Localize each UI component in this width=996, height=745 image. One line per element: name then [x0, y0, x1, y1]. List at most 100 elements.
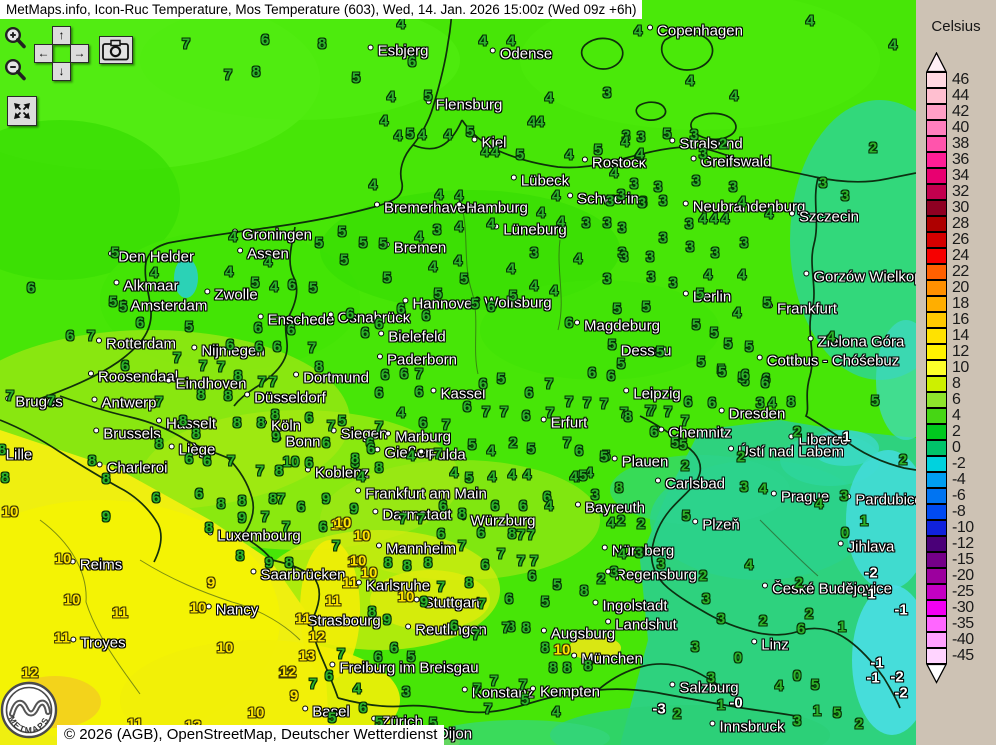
temp-value: 9: [264, 554, 274, 572]
temp-value: 8: [786, 393, 796, 411]
temp-value: -2: [894, 684, 908, 702]
temp-value: 5: [337, 223, 347, 241]
city-label: Innsbruck: [709, 720, 784, 735]
temp-value: 5: [832, 704, 842, 722]
temp-value: 6: [486, 298, 496, 316]
temp-value: -1: [866, 669, 880, 687]
temp-value: 10: [397, 588, 415, 606]
arrow-right-icon: →: [73, 46, 86, 60]
legend-swatch: [926, 632, 947, 648]
legend-row: 38: [926, 135, 974, 152]
temp-value: 4: [406, 447, 416, 465]
pan-left-button[interactable]: ←: [34, 44, 53, 63]
screenshot-button[interactable]: [99, 36, 133, 64]
city-label: Bremerhaven: [374, 201, 474, 216]
temp-value: 4: [263, 253, 273, 271]
temp-value: 7: [477, 595, 487, 613]
temp-value: 8: [457, 505, 467, 523]
temp-value: 7: [307, 339, 317, 357]
temp-value: 3: [617, 219, 627, 237]
city-label: Charleroi: [97, 461, 168, 476]
legend-label: 4: [952, 407, 961, 424]
temp-value: 6: [683, 393, 693, 411]
city-label: Karlsruhe: [356, 579, 430, 594]
temp-value: 8: [374, 459, 384, 477]
temp-value: 6: [304, 454, 314, 472]
temp-value: 3: [653, 178, 663, 196]
city-label: Dresden: [719, 407, 786, 422]
temp-value: 5: [810, 676, 820, 694]
temp-value: 5: [110, 244, 120, 262]
temp-value: 3: [689, 126, 699, 144]
temp-value: 6: [524, 384, 534, 402]
temp-value: 10: [216, 639, 234, 657]
legend-swatch: [926, 88, 947, 104]
temp-value: 4: [617, 545, 627, 563]
legend-label: 46: [952, 71, 969, 88]
temp-value: 6: [707, 394, 717, 412]
temp-value: 6: [542, 488, 552, 506]
temp-value: 8: [256, 414, 266, 432]
magnifier-minus-icon: [4, 58, 26, 81]
legend-row: -12: [926, 535, 974, 552]
legend-swatch: [926, 648, 947, 664]
zoom-out-button[interactable]: [4, 58, 28, 84]
temp-value: 4: [744, 556, 754, 574]
temp-value: 5: [433, 285, 443, 303]
temp-value: 8: [506, 618, 516, 636]
temp-value: 12: [278, 664, 296, 682]
temp-value: 6: [304, 409, 314, 427]
temp-value: 3: [684, 215, 694, 233]
legend-swatch: [926, 392, 947, 408]
temp-value: 5: [464, 469, 474, 487]
legend-row: 0: [926, 439, 974, 456]
temp-value: 3: [634, 544, 644, 562]
city-label: Köln: [261, 419, 301, 434]
temp-value: 7: [545, 404, 555, 422]
temp-value: 6: [480, 556, 490, 574]
temp-value: 7: [268, 373, 278, 391]
temp-value: 6: [396, 300, 406, 318]
temp-value: 5: [382, 269, 392, 287]
temp-value: 9: [321, 490, 331, 508]
temp-value: 7: [647, 402, 657, 420]
temp-value: 5: [459, 270, 469, 288]
legend-label: 44: [952, 87, 969, 104]
temp-value: 4: [609, 164, 619, 182]
zoom-in-button[interactable]: [4, 26, 28, 52]
temp-value: 7: [336, 645, 346, 663]
temp-value: 11: [325, 592, 341, 610]
temp-value: 6: [421, 307, 431, 325]
pan-right-button[interactable]: →: [70, 44, 89, 63]
city-label: Zwolle: [204, 288, 257, 303]
temp-value: 5: [118, 298, 128, 316]
temp-value: 4: [522, 466, 532, 484]
pan-down-button[interactable]: ↓: [52, 62, 71, 81]
pan-up-button[interactable]: ↑: [52, 26, 71, 45]
temp-value: 5: [695, 285, 705, 303]
temp-value: 4: [224, 263, 234, 281]
temp-value: 3: [638, 193, 648, 211]
temp-value: 3: [839, 487, 849, 505]
temp-value: 3: [685, 238, 695, 256]
temp-value: 6: [574, 442, 584, 460]
city-label: Plauen: [612, 455, 669, 470]
temp-value: 5: [662, 125, 672, 143]
legend-row: -35: [926, 615, 974, 632]
temp-value: 6: [345, 305, 355, 323]
temp-value: 3: [581, 214, 591, 232]
temp-value: 1: [812, 702, 822, 720]
temp-value: 8: [562, 659, 572, 677]
temp-value: 3: [619, 248, 629, 266]
city-label: Ingolstadt: [592, 599, 667, 614]
metmaps-logo[interactable]: METMAPS: [0, 681, 58, 739]
legend-row: 26: [926, 231, 974, 248]
temp-value: 10: [247, 704, 265, 722]
temp-value: 7: [433, 445, 443, 463]
temp-value: 7: [5, 387, 15, 405]
city-label: Basel: [302, 705, 350, 720]
legend-row: 32: [926, 183, 974, 200]
temp-value: 7: [619, 404, 629, 422]
map-canvas[interactable]: HorsensCopenhagenEsbjergOdenseFlensburgK…: [0, 0, 916, 745]
fullscreen-button[interactable]: [7, 96, 37, 126]
